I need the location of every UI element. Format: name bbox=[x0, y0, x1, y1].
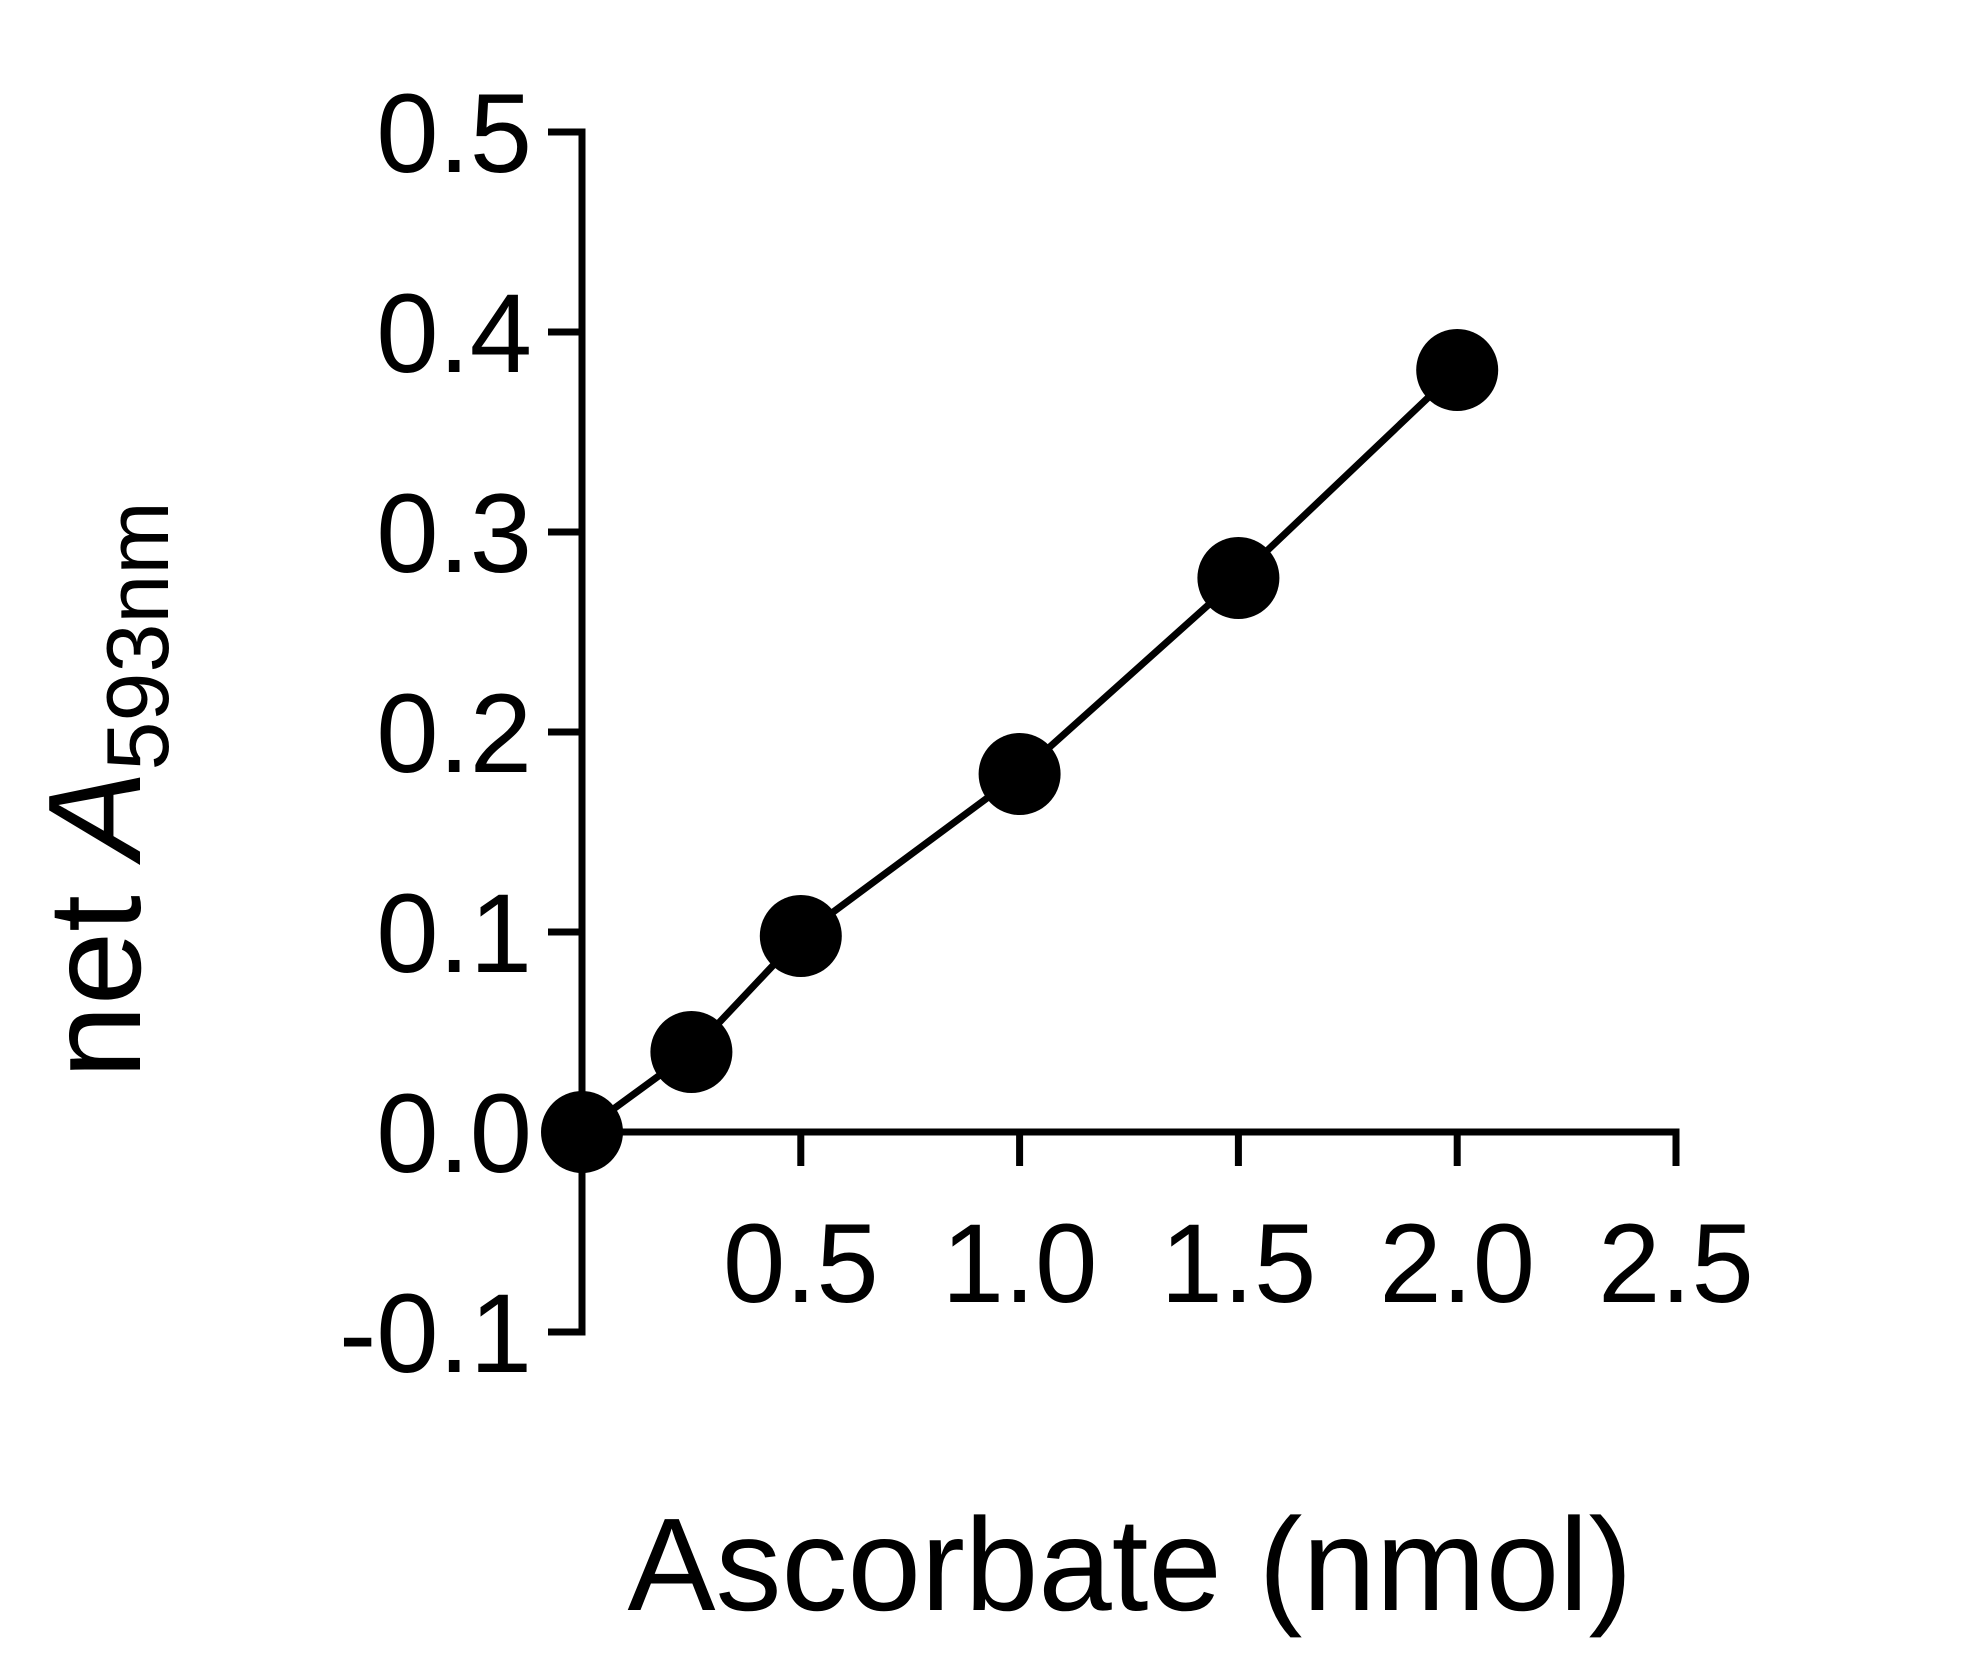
y-tick-label: 0.3 bbox=[376, 471, 532, 596]
y-axis-title-subscript: 593nm bbox=[88, 501, 187, 770]
y-tick-label: 0.4 bbox=[376, 271, 532, 396]
data-point bbox=[650, 1011, 733, 1093]
x-axis-title: Ascorbate (nmol) bbox=[627, 1491, 1632, 1638]
y-axis-title-symbol: A bbox=[21, 770, 168, 865]
x-tick-label: 0.5 bbox=[723, 1201, 879, 1326]
x-tick-label: 1.0 bbox=[942, 1201, 1098, 1326]
y-tick-label: 0.2 bbox=[376, 671, 532, 796]
y-tick-label: 0.5 bbox=[376, 71, 532, 196]
x-tick-label: 2.5 bbox=[1598, 1201, 1754, 1326]
y-axis-title-prefix: net bbox=[21, 858, 168, 1078]
data-point bbox=[759, 895, 842, 977]
tick-labels: -0.1 0.0 0.1 0.2 0.3 0.4 0.5 0.5 1.0 1.5 2.0 2.5 bbox=[339, 71, 1754, 1396]
y-tick-label: -0.1 bbox=[339, 1271, 532, 1396]
y-axis-title: net A593nm bbox=[21, 501, 187, 1078]
x-tick-label: 1.5 bbox=[1161, 1201, 1317, 1326]
data-point bbox=[1197, 537, 1280, 619]
x-tick-label: 2.0 bbox=[1379, 1201, 1535, 1326]
data-point bbox=[1416, 329, 1499, 411]
data-point bbox=[978, 733, 1061, 815]
y-tick-label: 0.1 bbox=[376, 871, 532, 996]
data-point bbox=[541, 1091, 623, 1173]
series-layer bbox=[541, 329, 1499, 1173]
y-tick-label: 0.0 bbox=[376, 1071, 532, 1196]
axes bbox=[548, 128, 1680, 1336]
